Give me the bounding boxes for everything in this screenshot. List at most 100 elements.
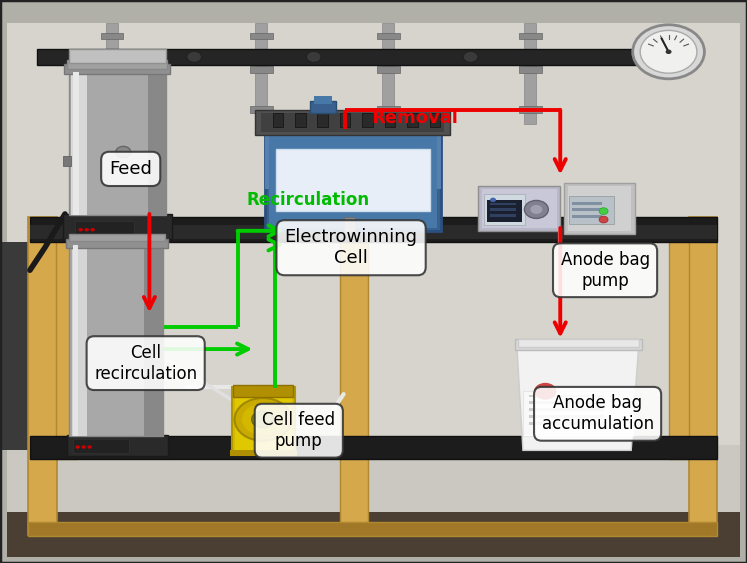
Circle shape <box>640 30 697 73</box>
Bar <box>518 339 639 347</box>
Bar <box>235 389 292 452</box>
Bar <box>250 66 273 73</box>
Bar <box>515 339 642 350</box>
Bar <box>69 234 165 241</box>
Bar <box>148 72 166 215</box>
Bar <box>7 512 740 557</box>
Bar <box>490 208 516 211</box>
Circle shape <box>463 51 478 62</box>
Circle shape <box>242 404 284 435</box>
Bar <box>689 217 717 535</box>
Text: Anode bag
pump: Anode bag pump <box>560 251 650 289</box>
Bar <box>69 49 166 63</box>
Bar <box>317 113 328 127</box>
Polygon shape <box>517 346 639 450</box>
Bar <box>144 245 163 436</box>
Circle shape <box>84 228 89 231</box>
Circle shape <box>75 445 80 449</box>
Bar <box>295 113 306 127</box>
Circle shape <box>81 445 86 449</box>
Bar <box>261 113 444 132</box>
Bar <box>73 72 79 215</box>
Text: Cell
recirculation: Cell recirculation <box>94 344 197 382</box>
Bar <box>377 106 400 113</box>
Text: Feed: Feed <box>109 160 152 178</box>
Circle shape <box>78 228 83 231</box>
Bar <box>69 245 163 436</box>
Circle shape <box>599 208 608 215</box>
Circle shape <box>235 398 291 441</box>
Circle shape <box>666 50 672 54</box>
Bar <box>519 106 542 113</box>
Circle shape <box>90 228 95 231</box>
Bar <box>529 401 604 404</box>
Bar <box>0 242 52 450</box>
Circle shape <box>524 200 548 218</box>
Bar <box>30 217 717 242</box>
Bar <box>73 245 78 436</box>
Bar <box>529 415 604 418</box>
Bar <box>71 72 87 215</box>
Bar <box>362 113 373 127</box>
Bar <box>265 129 441 189</box>
Bar <box>340 217 368 535</box>
Bar <box>524 23 536 124</box>
Bar <box>524 392 632 435</box>
Text: Electrowinning
Cell: Electrowinning Cell <box>285 229 418 267</box>
Bar <box>255 110 450 135</box>
Bar <box>250 106 273 113</box>
Bar <box>28 217 57 535</box>
Circle shape <box>599 216 608 223</box>
Bar <box>487 200 522 222</box>
Bar <box>101 106 123 113</box>
Circle shape <box>252 411 274 428</box>
Bar <box>66 239 168 248</box>
Bar <box>344 217 355 231</box>
Circle shape <box>87 445 92 449</box>
Bar <box>67 60 167 69</box>
Bar <box>490 203 516 205</box>
Bar <box>519 66 542 73</box>
Bar <box>407 113 418 127</box>
Text: Removal: Removal <box>371 109 458 127</box>
Bar <box>482 189 557 228</box>
Bar <box>669 239 689 459</box>
Bar <box>385 113 395 127</box>
Bar <box>230 450 297 456</box>
Circle shape <box>490 198 496 202</box>
Bar <box>568 186 631 231</box>
Bar <box>490 214 516 217</box>
Bar <box>255 23 267 124</box>
Bar <box>72 245 87 436</box>
Bar <box>665 46 695 68</box>
Circle shape <box>306 51 321 62</box>
Bar <box>377 66 400 73</box>
Text: Recirculation: Recirculation <box>247 191 370 209</box>
Bar <box>30 225 717 239</box>
Bar <box>340 113 350 127</box>
Bar <box>250 33 273 39</box>
Bar <box>569 196 614 224</box>
Bar <box>233 385 293 397</box>
Bar <box>572 208 602 211</box>
Bar <box>56 239 77 459</box>
Bar <box>572 215 602 218</box>
Bar <box>63 214 172 239</box>
Circle shape <box>187 51 202 62</box>
Bar <box>273 113 283 127</box>
Bar <box>30 436 717 459</box>
Bar <box>572 202 602 205</box>
Bar <box>63 156 71 166</box>
Bar <box>269 132 437 228</box>
Bar <box>377 33 400 39</box>
Bar <box>101 66 123 73</box>
Bar <box>529 408 604 411</box>
Bar <box>314 96 332 104</box>
Bar <box>478 186 560 231</box>
Bar <box>519 33 542 39</box>
Bar <box>484 194 525 225</box>
Bar <box>69 72 166 215</box>
Circle shape <box>633 25 704 79</box>
Bar <box>37 49 665 65</box>
Bar <box>64 64 170 74</box>
